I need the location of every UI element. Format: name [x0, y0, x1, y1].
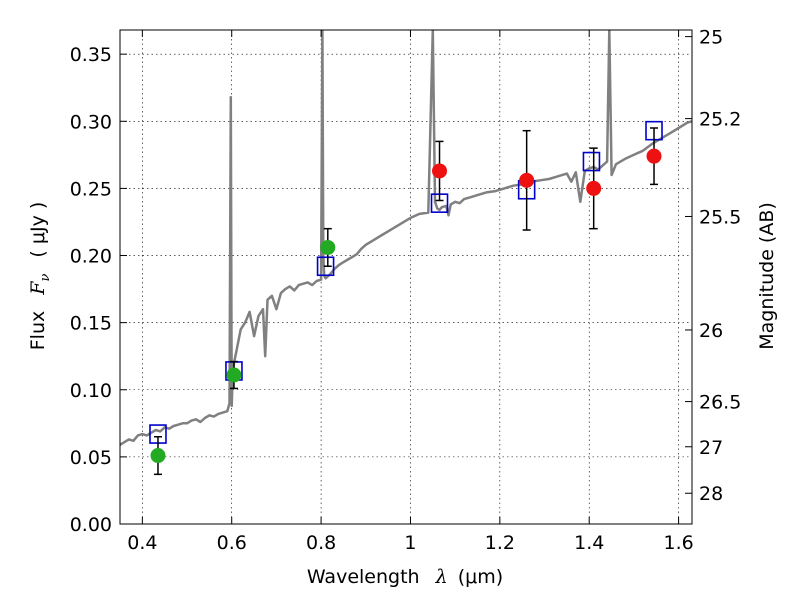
ylabel-prefix: Flux [27, 311, 49, 351]
data-point [226, 367, 242, 383]
x-tick-label: 0.6 [217, 532, 247, 554]
data-point [519, 172, 535, 188]
y-tick-label: 0.15 [70, 313, 112, 335]
data-point [432, 163, 448, 179]
x-axis-label: Wavelength λ (μm) [307, 566, 503, 588]
xlabel-symbol: λ [435, 566, 448, 588]
data-point [646, 148, 662, 164]
xlabel-prefix: Wavelength [307, 566, 420, 588]
y2-tick-label: 25.2 [699, 109, 741, 131]
y-tick-label: 0.05 [70, 447, 112, 469]
data-point [586, 180, 602, 196]
y2-axis-label: Magnitude (AB) [756, 202, 778, 350]
x-tick-label: 1 [404, 532, 416, 554]
tick-layer: 0.4 0.6 0.8 1 1.2 1.4 1.6 0.00 0.05 0.10 0.15 0.20 0… [70, 27, 742, 554]
y-tick-label: 0.25 [70, 178, 112, 200]
y-tick-label: 0.20 [70, 246, 112, 268]
sed-model-line [120, 30, 692, 446]
x-tick-label: 0.8 [306, 532, 336, 554]
y-axis-label: Flux Fν ( μJy ) [27, 202, 54, 351]
ylabel-subscript: ν [38, 274, 53, 282]
y2-tick-label: 25.5 [699, 206, 741, 228]
x-tick-label: 1.6 [663, 532, 693, 554]
svg-text:Flux Fν ( μJy ): Flux Fν ( μJy ) [27, 202, 54, 351]
marker-layer [149, 120, 663, 476]
y-tick-label: 0.00 [70, 514, 112, 536]
ylabel-symbol: F [27, 281, 49, 296]
model-photometry-square [582, 151, 601, 172]
y2-tick-label: 28 [699, 483, 723, 505]
xlabel-units: (μm) [458, 566, 503, 588]
model-photometry-square [316, 256, 335, 277]
y2-tick-label: 27 [699, 437, 723, 459]
data-point [150, 448, 166, 464]
y2-tick-label: 26.5 [699, 392, 741, 414]
grid [120, 30, 692, 525]
x-tick-label: 1.4 [574, 532, 604, 554]
plot-frame [119, 29, 693, 525]
ylabel-units: ( μJy ) [27, 202, 49, 258]
sed-line-layer [120, 30, 692, 446]
y2-tick-label: 25 [699, 27, 723, 49]
x-tick-label: 0.4 [127, 532, 157, 554]
y-tick-label: 0.35 [70, 44, 112, 66]
y-tick-label: 0.10 [70, 380, 112, 402]
y2-tick-label: 26 [699, 320, 723, 342]
data-point [320, 239, 336, 255]
y-tick-label: 0.30 [70, 111, 112, 133]
x-tick-label: 1.2 [485, 532, 515, 554]
